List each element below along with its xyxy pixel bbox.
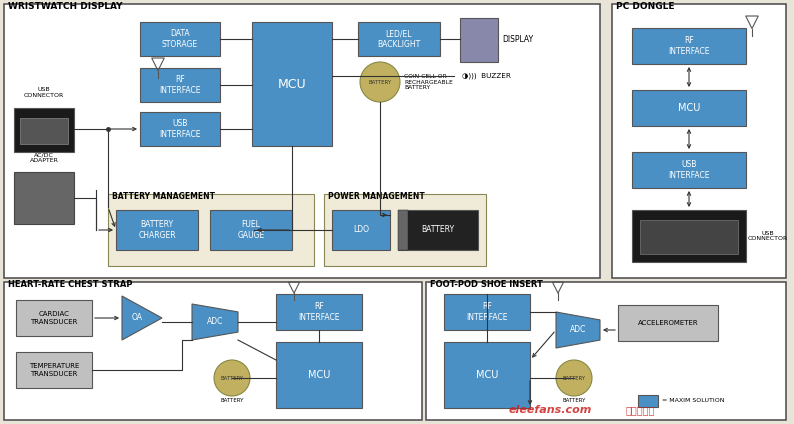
- Text: HEART-RATE CHEST STRAP: HEART-RATE CHEST STRAP: [8, 280, 133, 289]
- FancyBboxPatch shape: [108, 194, 314, 266]
- Text: FOOT-POD SHOE INSERT: FOOT-POD SHOE INSERT: [430, 280, 543, 289]
- Text: MCU: MCU: [678, 103, 700, 113]
- Text: BATTERY: BATTERY: [562, 398, 586, 402]
- Text: BATTERY: BATTERY: [221, 376, 244, 380]
- Text: LDO: LDO: [353, 226, 369, 234]
- Text: 电子发烧友: 电子发烧友: [626, 405, 655, 415]
- FancyBboxPatch shape: [640, 220, 738, 254]
- FancyBboxPatch shape: [14, 172, 74, 224]
- Text: RF
INTERFACE: RF INTERFACE: [669, 36, 710, 56]
- FancyBboxPatch shape: [358, 22, 440, 56]
- FancyBboxPatch shape: [632, 28, 746, 64]
- FancyBboxPatch shape: [444, 342, 530, 408]
- Text: WRISTWATCH DISPLAY: WRISTWATCH DISPLAY: [8, 2, 122, 11]
- FancyBboxPatch shape: [632, 210, 746, 262]
- Text: OA: OA: [132, 313, 143, 323]
- Polygon shape: [192, 304, 238, 340]
- Text: PC DONGLE: PC DONGLE: [616, 2, 674, 11]
- FancyBboxPatch shape: [140, 68, 220, 102]
- FancyBboxPatch shape: [20, 118, 68, 144]
- Polygon shape: [556, 312, 600, 348]
- Text: ◑)))  BUZZER: ◑))) BUZZER: [462, 73, 511, 79]
- Text: AC/DC
ADAPTER: AC/DC ADAPTER: [29, 152, 59, 163]
- FancyBboxPatch shape: [116, 210, 198, 250]
- Text: DISPLAY: DISPLAY: [502, 36, 533, 45]
- Text: BATTERY: BATTERY: [220, 398, 244, 402]
- Text: BATTERY: BATTERY: [562, 376, 585, 380]
- FancyBboxPatch shape: [638, 395, 658, 407]
- Text: CARDIAC
TRANSDUCER: CARDIAC TRANSDUCER: [30, 312, 78, 324]
- Text: ADC: ADC: [206, 318, 223, 326]
- Text: MCU: MCU: [476, 370, 498, 380]
- Text: eleefans.com: eleefans.com: [508, 405, 592, 415]
- FancyBboxPatch shape: [4, 282, 422, 420]
- FancyBboxPatch shape: [632, 90, 746, 126]
- Text: BATTERY: BATTERY: [422, 226, 454, 234]
- Text: BATTERY MANAGEMENT: BATTERY MANAGEMENT: [112, 192, 215, 201]
- Text: RF
INTERFACE: RF INTERFACE: [160, 75, 201, 95]
- FancyBboxPatch shape: [14, 108, 74, 152]
- Text: TEMPERATURE
TRANSDUCER: TEMPERATURE TRANSDUCER: [29, 363, 79, 377]
- FancyBboxPatch shape: [16, 300, 92, 336]
- Text: COIN-CELL OR
RECHARGEABLE
BATTERY: COIN-CELL OR RECHARGEABLE BATTERY: [404, 74, 453, 90]
- Text: BATTERY: BATTERY: [368, 80, 391, 84]
- Circle shape: [214, 360, 250, 396]
- Text: FUEL
GAUGE: FUEL GAUGE: [237, 220, 264, 240]
- FancyBboxPatch shape: [276, 342, 362, 408]
- Text: USB
INTERFACE: USB INTERFACE: [160, 119, 201, 139]
- FancyBboxPatch shape: [444, 294, 530, 330]
- FancyBboxPatch shape: [16, 352, 92, 388]
- FancyBboxPatch shape: [618, 305, 718, 341]
- Text: ACCELEROMETER: ACCELEROMETER: [638, 320, 698, 326]
- Circle shape: [360, 62, 400, 102]
- FancyBboxPatch shape: [140, 112, 220, 146]
- FancyBboxPatch shape: [398, 210, 478, 250]
- Text: DATA
STORAGE: DATA STORAGE: [162, 29, 198, 49]
- FancyBboxPatch shape: [276, 294, 362, 330]
- Circle shape: [556, 360, 592, 396]
- Text: ADC: ADC: [570, 326, 586, 335]
- FancyBboxPatch shape: [324, 194, 486, 266]
- FancyBboxPatch shape: [398, 210, 408, 250]
- Text: BATTERY
CHARGER: BATTERY CHARGER: [138, 220, 175, 240]
- Text: LED/EL
BACKLIGHT: LED/EL BACKLIGHT: [377, 29, 421, 49]
- Text: RF
INTERFACE: RF INTERFACE: [299, 302, 340, 322]
- Text: MCU: MCU: [308, 370, 330, 380]
- FancyBboxPatch shape: [210, 210, 292, 250]
- FancyBboxPatch shape: [252, 22, 332, 146]
- FancyBboxPatch shape: [460, 18, 498, 62]
- FancyBboxPatch shape: [4, 4, 600, 278]
- FancyBboxPatch shape: [140, 22, 220, 56]
- Text: USB
CONNECTOR: USB CONNECTOR: [748, 231, 788, 241]
- Text: MCU: MCU: [278, 78, 306, 90]
- FancyBboxPatch shape: [632, 152, 746, 188]
- Text: POWER MANAGEMENT: POWER MANAGEMENT: [328, 192, 425, 201]
- Text: = MAXIM SOLUTION: = MAXIM SOLUTION: [662, 399, 724, 404]
- Text: USB
INTERFACE: USB INTERFACE: [669, 160, 710, 180]
- Text: USB
CONNECTOR: USB CONNECTOR: [24, 87, 64, 98]
- FancyBboxPatch shape: [426, 282, 786, 420]
- FancyBboxPatch shape: [332, 210, 390, 250]
- Text: RF
INTERFACE: RF INTERFACE: [466, 302, 507, 322]
- Polygon shape: [122, 296, 162, 340]
- FancyBboxPatch shape: [612, 4, 786, 278]
